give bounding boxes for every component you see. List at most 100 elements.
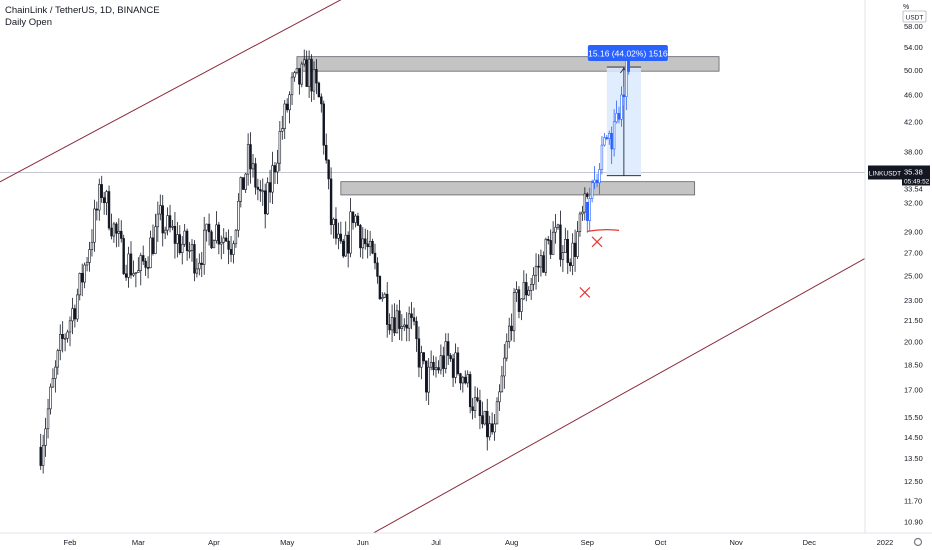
candle-body bbox=[115, 223, 118, 234]
candle-body bbox=[144, 260, 147, 268]
last-price-tag: LINKUSDT 35.38 05:49:52 bbox=[868, 165, 930, 186]
price-tick-label: 33.54 bbox=[904, 184, 923, 193]
candle-body bbox=[578, 213, 582, 232]
candle-body bbox=[81, 273, 84, 283]
candle-body bbox=[290, 76, 294, 96]
candle-body bbox=[200, 262, 203, 265]
candle-body bbox=[303, 59, 306, 65]
candle-body bbox=[132, 273, 135, 276]
candle-body bbox=[54, 366, 57, 379]
candle-body bbox=[556, 224, 560, 228]
time-tick-label: Jul bbox=[431, 538, 441, 547]
candle-body bbox=[224, 237, 228, 242]
candle-body bbox=[295, 68, 299, 73]
candle-body bbox=[507, 325, 511, 342]
last-price-symbol-bg bbox=[868, 165, 902, 180]
candle-body bbox=[122, 238, 125, 275]
candle-body bbox=[344, 234, 347, 257]
candle-body bbox=[625, 57, 628, 98]
candle-body bbox=[605, 137, 609, 139]
candle-body bbox=[381, 296, 384, 300]
candle-body bbox=[227, 240, 230, 250]
candle-body bbox=[427, 366, 430, 393]
last-price-countdown: 05:49:52 bbox=[904, 178, 930, 185]
candle-body bbox=[159, 205, 162, 215]
price-tick-label: 27.00 bbox=[904, 249, 923, 258]
price-tick-label: 46.00 bbox=[904, 91, 923, 100]
candle-body bbox=[312, 69, 316, 92]
candle-body bbox=[195, 268, 199, 274]
candle-body bbox=[500, 375, 504, 393]
candle-body bbox=[342, 240, 345, 257]
candle-body bbox=[434, 367, 438, 371]
candle-body bbox=[412, 317, 416, 322]
candle-body bbox=[332, 218, 335, 226]
candle-body bbox=[239, 177, 242, 202]
candle-body bbox=[425, 360, 428, 393]
candle-body bbox=[102, 197, 106, 204]
last-price-value-bg bbox=[902, 165, 930, 186]
candle-body bbox=[590, 182, 594, 199]
candle-body bbox=[117, 230, 121, 234]
candle-body bbox=[542, 255, 545, 273]
time-tick-label: Mar bbox=[132, 538, 145, 547]
time-tick-label: May bbox=[280, 538, 294, 547]
candle-body bbox=[571, 242, 574, 266]
candle-body bbox=[142, 255, 145, 262]
price-tick-label: 23.00 bbox=[904, 296, 923, 305]
candle-body bbox=[90, 241, 94, 250]
candle-body bbox=[49, 386, 52, 410]
candle-body bbox=[415, 320, 418, 340]
candle-body bbox=[398, 310, 401, 329]
candle-body bbox=[171, 225, 174, 228]
candle-body bbox=[246, 144, 250, 175]
candle-body bbox=[146, 267, 150, 269]
candle-body bbox=[598, 169, 601, 184]
cross-stroke bbox=[591, 236, 603, 248]
candle-body bbox=[281, 128, 284, 132]
candle-body bbox=[395, 310, 399, 334]
candle-body bbox=[471, 406, 474, 411]
candle-body bbox=[129, 253, 133, 276]
candle-body bbox=[298, 68, 301, 85]
candle-body bbox=[59, 334, 62, 351]
time-tick-label: Aug bbox=[505, 538, 518, 547]
candle-body bbox=[461, 376, 465, 384]
candle-body bbox=[263, 190, 267, 215]
candle-body bbox=[349, 211, 352, 254]
candle-body bbox=[285, 103, 289, 111]
candle-body bbox=[608, 133, 611, 139]
candle-body bbox=[547, 238, 550, 241]
candle-body bbox=[378, 276, 382, 300]
candle-body bbox=[407, 313, 411, 329]
candle-body bbox=[495, 401, 499, 425]
currency-label: USDT bbox=[906, 15, 924, 22]
candle-body bbox=[376, 262, 379, 277]
price-tick-label: 58.00 bbox=[904, 22, 923, 31]
time-tick-label: Feb bbox=[64, 538, 77, 547]
price-tick-label: 13.50 bbox=[904, 454, 923, 463]
candle-body bbox=[449, 355, 452, 360]
candle-body bbox=[85, 262, 89, 266]
candle-body bbox=[222, 237, 225, 243]
price-tick-label: 29.00 bbox=[904, 227, 923, 236]
candle-body bbox=[181, 243, 184, 254]
candle-body bbox=[588, 198, 591, 221]
candle-body bbox=[205, 223, 208, 231]
candle-body bbox=[356, 215, 360, 226]
candle-body bbox=[351, 211, 355, 223]
price-tick-label: 50.00 bbox=[904, 66, 923, 75]
currency-badge-box bbox=[902, 10, 927, 23]
candle-body bbox=[305, 59, 308, 87]
candle-body bbox=[339, 233, 343, 242]
candle-body bbox=[564, 238, 567, 253]
candle-body bbox=[185, 230, 189, 252]
candle-body bbox=[293, 72, 296, 78]
candle-body bbox=[137, 270, 140, 273]
candle-body bbox=[432, 361, 435, 371]
price-tick-label: 12.50 bbox=[904, 477, 923, 486]
candle-body bbox=[307, 58, 311, 87]
candle-body bbox=[315, 69, 318, 84]
candle-body bbox=[544, 238, 548, 273]
